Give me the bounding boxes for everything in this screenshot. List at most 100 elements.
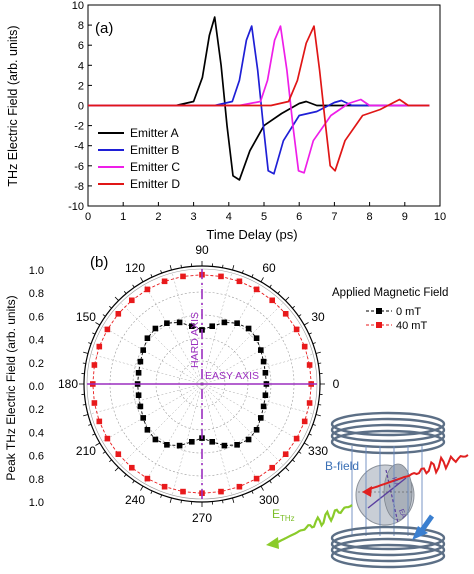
coil-winding (330, 531, 446, 557)
data-point (161, 483, 168, 490)
polar-grid-spoke (171, 272, 203, 385)
data-point (176, 442, 183, 449)
angle-tick-label: 210 (76, 444, 96, 458)
data-point (144, 335, 151, 341)
panel-b-legend: Applied Magnetic Field 0 mT 40 mT (332, 287, 448, 332)
data-point (164, 442, 170, 448)
radial-tick-label: 0.6 (29, 451, 44, 463)
angle-tick-mark (285, 296, 290, 301)
data-point (209, 323, 215, 329)
data-point (253, 286, 260, 293)
data-point (269, 464, 275, 471)
panel-b-label: (b) (90, 254, 108, 271)
panel-b-polar-chart: (b) Peak THz Electric Field (arb. units)… (4, 243, 448, 525)
angle-tick-mark (318, 404, 322, 406)
angle-tick-mark (232, 497, 235, 503)
angle-tick-mark (260, 277, 264, 283)
data-point (161, 278, 168, 285)
radial-tick-label: 0.8 (29, 288, 44, 300)
y-tick-label: 10 (72, 0, 84, 12)
polar-grid-spoke (120, 302, 203, 385)
data-point (282, 311, 289, 317)
panel-a-label: (a) (95, 20, 113, 37)
legend-marker (376, 322, 382, 328)
polar-grid-spoke (201, 383, 302, 442)
angle-tick-mark (92, 433, 96, 436)
data-point (115, 451, 122, 457)
angle-tick-label: 270 (192, 511, 212, 525)
angle-tick-mark (88, 423, 92, 426)
angle-tick-mark (292, 459, 295, 463)
polar-grid-spoke (201, 272, 233, 385)
angle-tick-label: 180 (58, 377, 78, 391)
ha-label: HA (390, 476, 400, 488)
angle-tick-label: 90 (195, 243, 209, 257)
panel-a-ticks: 0 1 2 3 4 5 6 7 8 9 10 -10 -8 -6 -4 -2 0 2 4 6 8 10 (68, 0, 446, 223)
angle-tick-mark (318, 362, 322, 364)
angle-tick-mark (95, 322, 101, 326)
angle-tick-mark (114, 467, 119, 472)
polar-grid-spoke (201, 353, 314, 385)
angle-tick-mark (109, 459, 112, 463)
panel-a-line-chart: (a) THz Electric Field (arb. units) Time… (6, 0, 446, 242)
data-point (96, 418, 103, 425)
data-point (140, 347, 146, 353)
angle-tick-mark (303, 442, 309, 446)
data-point (253, 475, 260, 482)
data-point (144, 286, 151, 293)
data-point (221, 442, 228, 449)
polar-grid-spoke (171, 383, 203, 496)
x-tick-label: 7 (331, 211, 337, 223)
angle-tick-mark (95, 442, 101, 446)
data-point (189, 323, 195, 329)
polar-grid-spoke (201, 383, 314, 415)
data-point (91, 400, 98, 406)
angle-tick-mark (82, 362, 86, 364)
radial-tick-label: 1.0 (29, 497, 44, 509)
panel-b-radial-ticks: 1.0 0.8 0.6 0.4 0.2 0.0 0.2 0.4 0.6 0.8 1.0 (29, 265, 44, 509)
data-point (262, 370, 269, 376)
data-point (180, 273, 186, 280)
coil-winding (330, 543, 446, 569)
data-point (236, 278, 243, 285)
polar-grid-spoke (201, 284, 260, 385)
polar-grid-spoke (102, 326, 203, 385)
series-line-4 (88, 25, 430, 172)
legend-label: Emitter A (130, 126, 179, 140)
y-tick-label: -2 (74, 121, 84, 133)
data-point (129, 297, 135, 304)
coil-winding (330, 537, 446, 563)
angle-tick-mark (277, 291, 281, 294)
polar-grid-spoke (144, 284, 203, 385)
angle-tick-mark (140, 485, 144, 491)
angle-tick-mark (150, 274, 153, 278)
angle-tick-mark (114, 296, 119, 301)
angle-tick-mark (180, 264, 182, 268)
data-point (104, 435, 111, 442)
x-tick-label: 5 (261, 211, 267, 223)
angle-tick-mark (83, 351, 89, 354)
top-coil-icon (330, 411, 446, 455)
y-tick-label: 8 (78, 20, 84, 32)
polar-grid-spoke (201, 326, 302, 385)
data-point (152, 325, 159, 332)
legend-marker (376, 308, 382, 314)
angle-tick-label: 150 (76, 310, 96, 324)
coil-winding (330, 429, 446, 455)
data-point (91, 362, 98, 368)
angle-tick-mark (303, 322, 309, 326)
y-tick-label: 6 (78, 40, 84, 52)
data-point (293, 435, 300, 442)
data-point (180, 488, 186, 495)
legend-label: 40 mT (396, 320, 427, 332)
data-point (129, 464, 135, 471)
angle-tick-mark (312, 423, 316, 426)
polar-grid-spoke (201, 383, 260, 484)
data-point (104, 326, 111, 333)
x-tick-label: 4 (226, 211, 232, 223)
data-point (218, 273, 224, 280)
data-point (144, 475, 151, 482)
radial-tick-label: 0.4 (29, 427, 44, 439)
e-thz-subscript: THz (280, 514, 295, 523)
hard-axis-label: HARD AXIS (189, 312, 201, 368)
